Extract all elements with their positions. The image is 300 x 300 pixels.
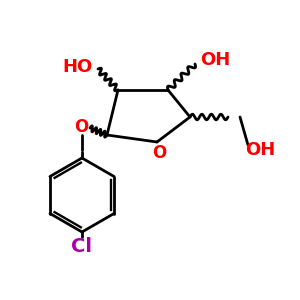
Text: O: O (152, 144, 166, 162)
Text: OH: OH (200, 51, 230, 69)
Text: Cl: Cl (71, 236, 92, 256)
Text: OH: OH (245, 141, 275, 159)
Text: O: O (74, 118, 88, 136)
Text: HO: HO (63, 58, 93, 76)
